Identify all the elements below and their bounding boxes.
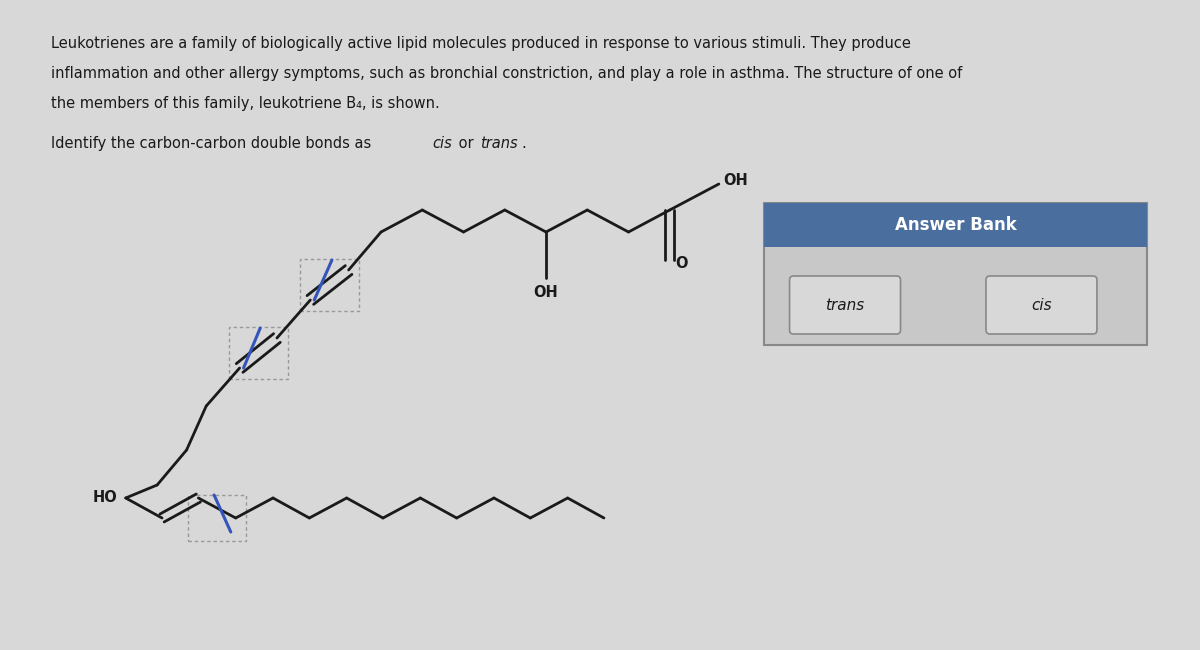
Bar: [764, 203, 1147, 345]
Bar: [187, 495, 246, 541]
Text: cis: cis: [432, 136, 452, 151]
Text: .: .: [522, 136, 527, 151]
Text: the members of this family, leukotriene B₄, is shown.: the members of this family, leukotriene …: [52, 96, 440, 111]
Text: OH: OH: [534, 285, 558, 300]
Bar: [229, 327, 288, 379]
Text: inflammation and other allergy symptoms, such as bronchial constriction, and pla: inflammation and other allergy symptoms,…: [52, 66, 962, 81]
Text: O: O: [676, 257, 688, 272]
Text: cis: cis: [1031, 298, 1051, 313]
Text: Identify the carbon-carbon double bonds as: Identify the carbon-carbon double bonds …: [52, 136, 376, 151]
Text: trans: trans: [480, 136, 518, 151]
FancyBboxPatch shape: [790, 276, 900, 334]
Text: or: or: [454, 136, 478, 151]
Text: trans: trans: [826, 298, 865, 313]
Bar: [300, 259, 359, 311]
Text: Leukotrienes are a family of biologically active lipid molecules produced in res: Leukotrienes are a family of biologicall…: [52, 36, 911, 51]
Bar: [764, 203, 1147, 247]
Text: Answer Bank: Answer Bank: [895, 216, 1016, 234]
Text: OH: OH: [722, 174, 748, 188]
Text: HO: HO: [94, 491, 118, 506]
FancyBboxPatch shape: [986, 276, 1097, 334]
